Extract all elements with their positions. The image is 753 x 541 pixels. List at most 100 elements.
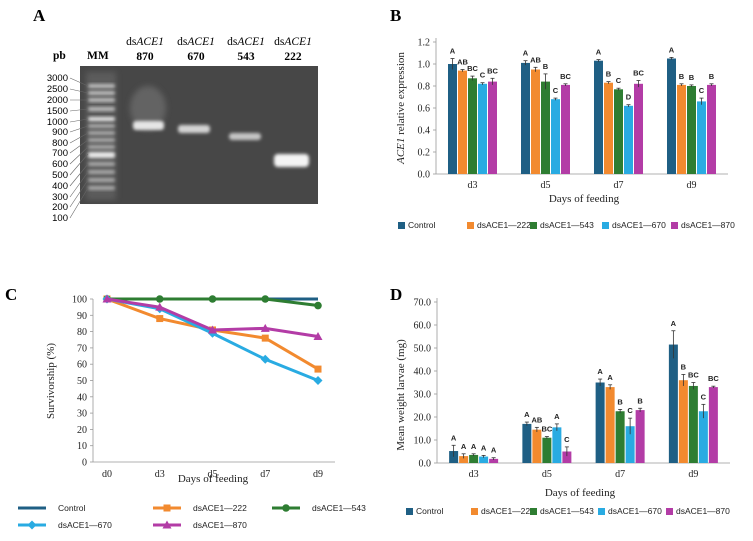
legend-label-dsace1-870: dsACE1—870 [193,520,247,530]
significance-letter: A [671,319,677,328]
lane-smear-870 [130,86,166,130]
y-tick-label-40-0: 40.0 [414,367,432,378]
significance-letter: BC [487,66,498,75]
significance-letter: A [607,373,613,382]
significance-letter: C [564,435,570,444]
bar-dsace1-222-d3 [458,70,467,174]
bar-dsace1-222-d9 [678,380,688,463]
bar-control-d9 [668,344,678,463]
ladder-band-3000 [88,84,115,88]
legend-label-dsace1-222: dsACE1—222 [477,220,531,230]
ladder-band-1000 [88,117,115,121]
marker-leader-line [69,171,89,198]
svg-text:dsACE1: dsACE1 [177,36,215,48]
bar-dsace1-543-d5 [542,437,552,463]
ladder-band-700 [88,138,115,142]
significance-letter: AB [531,415,542,424]
y-axis-title: Mean weight larvae (mg) [395,339,407,451]
legend: Control dsACE1—222 dsACE1—543 dsACE1—670 dsA… [18,503,366,530]
bar-dsace1-870-d7 [634,83,643,174]
bar-dsace1-670-d9 [698,411,708,463]
marker-leader-line [69,125,89,133]
bar-dsace1-870-d3 [488,81,497,174]
y-tick-label-100: 100 [72,295,87,306]
legend-marker-dsace1-222 [163,504,171,512]
point-dsace1-870-d3 [155,302,165,311]
lane-gene: ACE1 [135,36,163,48]
significance-letter: A [481,443,487,452]
lane-gene: ACE1 [186,36,214,48]
bar-dsace1-222-d7 [605,387,615,463]
bar-dsace1-870-d9 [707,84,716,174]
bar-dsace1-670-d7 [625,426,635,463]
marker-leader-line [69,163,89,187]
legend-marker-dsace1-670 [27,520,37,530]
legend-swatch-control [398,222,405,229]
significance-letter: B [709,72,715,81]
y-tick-label-90: 90 [77,311,87,322]
significance-letter: B [681,362,687,371]
bar-dsace1-870-d9 [708,387,718,463]
ladder-band-200 [88,178,115,182]
ladder-band-500 [88,152,115,158]
panel-letter-c: C [5,285,17,304]
significance-letter: A [461,442,467,451]
y-tick-label-40: 40 [77,392,87,403]
lane-gene: ACE1 [236,36,264,48]
bar-control-d3 [448,64,457,174]
significance-letter: A [451,433,457,442]
significance-letter: BC [633,69,644,78]
bar-dsace1-870-d7 [635,410,645,463]
legend-swatch-control [406,508,413,515]
bar-dsace1-870-d3 [489,458,499,463]
ladder-band-900 [88,124,115,128]
bar-control-d5 [522,423,532,463]
marker-leader-line [69,139,89,154]
marker-size-1500: 1500 [47,106,68,117]
legend-swatch-dsace1-222 [471,508,478,515]
significance-letter: BC [467,64,478,73]
significance-letter: B [679,72,685,81]
significance-letter: B [617,397,623,406]
legend-label-dsace1-543: dsACE1—543 [540,506,594,516]
significance-letter: A [450,47,456,56]
band-543 [229,133,261,140]
significance-letter: A [596,48,602,57]
significance-letter: B [637,396,643,405]
marker-leader-line [69,153,89,176]
lane-size: 222 [284,51,302,63]
svg-text:dsACE1: dsACE1 [274,36,312,48]
x-tick-label-d5: d5 [542,469,552,480]
legend-label-dsace1-222: dsACE1—222 [193,503,247,513]
marker-size-200: 200 [52,202,68,213]
lane-size: 670 [187,51,205,63]
band-222 [274,154,309,167]
y-tick-label-0-2: 0.2 [418,148,431,159]
marker-size-800: 800 [52,138,68,149]
bar-dsace1-222-d5 [531,69,540,174]
significance-letter: C [627,406,633,415]
legend-label-dsace1-222: dsACE1—222 [481,506,535,516]
legend-swatch-dsace1-870 [666,508,673,515]
lane-gene: ACE1 [283,36,311,48]
legend-label-dsace1-543: dsACE1—543 [312,503,366,513]
bar-dsace1-870-d5 [562,451,572,463]
x-tick-label-d3: d3 [155,469,165,480]
bar-dsace1-670-d7 [624,105,633,174]
y-tick-label-50: 50 [77,376,87,387]
lane-size: 870 [136,51,154,63]
marker-size-labels: 3000250020001500100090080070060050040030… [47,73,89,224]
y-tick-label-10: 10 [77,441,87,452]
legend-marker-dsace1-543 [282,504,290,512]
legend-label-dsace1-870: dsACE1—870 [676,506,730,516]
ladder-bands [88,84,115,190]
ladder-band-2500 [88,91,115,95]
marker-size-3000: 3000 [47,73,68,84]
legend-swatch-dsace1-222 [467,222,474,229]
ladder-band-2000 [88,98,115,102]
point-dsace1-543-d3 [155,295,164,303]
point-dsace1-870-d9 [313,331,323,340]
bar-dsace1-670-d5 [551,99,560,174]
legend-label-control: Control [416,506,444,516]
